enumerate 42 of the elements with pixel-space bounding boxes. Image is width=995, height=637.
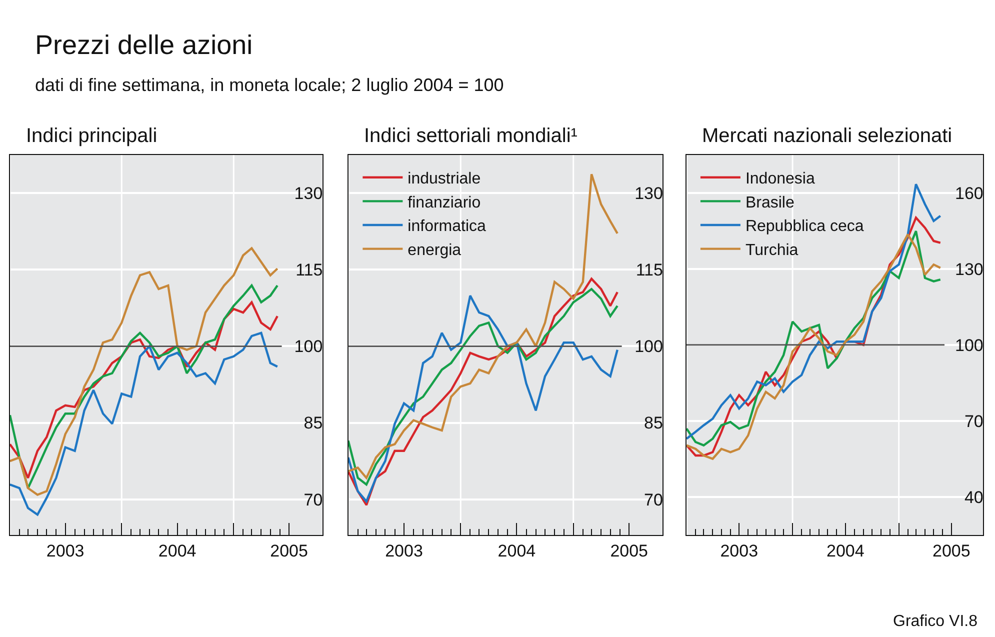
y-tick-label: 130 [294,184,323,204]
y-tick-label: 130 [954,260,984,279]
y-tick-label: 115 [296,260,323,280]
line-series [10,332,278,516]
y-tick-label: 85 [644,414,663,433]
x-tick-label: 2004 [158,542,196,561]
legend-label: informatica [408,218,486,236]
x-tick-label: 2004 [826,542,864,561]
x-tick-label: 2003 [385,542,423,561]
y-tick-label: 85 [304,414,323,433]
legend-label: energia [408,242,462,260]
y-tick-label: 100 [294,337,323,356]
x-tick-label: 2005 [270,542,308,561]
legend-label: Turchia [745,242,798,260]
y-tick-label: 70 [644,490,663,510]
y-tick-label: 115 [636,260,663,280]
text: dati di fine settimana, in moneta locale; 2 luglio 2004 = 100 [35,75,504,95]
line-series [348,173,618,480]
x-tick-label: 2005 [932,542,970,561]
y-tick-label: 100 [954,336,984,355]
legend-label: Repubblica ceca [745,218,864,236]
y-tick-label: 160 [954,184,984,203]
text: Grafico VI.8 [893,613,978,630]
legend-label: finanziario [408,194,481,212]
legend-label: Brasile [745,194,794,212]
x-tick-label: 2003 [46,542,84,561]
x-tick-label: 2004 [498,542,536,561]
y-tick-label: 130 [634,184,663,204]
text: Prezzi delle azioni [35,30,253,60]
chart-title: Indici settoriali mondiali¹ [364,125,578,147]
y-tick-label: 70 [304,490,323,510]
chart-title: Mercati nazionali selezionati [702,125,952,147]
line-series [10,247,278,496]
legend-label: industriale [408,170,481,188]
x-tick-label: 2005 [610,542,648,561]
y-tick-label: 100 [634,337,663,356]
x-tick-label: 2003 [720,542,758,561]
y-tick-label: 40 [964,488,984,507]
legend-label: Indonesia [745,170,815,188]
chart-title: Indici principali [26,125,158,147]
line-series [686,183,942,440]
y-tick-label: 70 [964,412,984,431]
